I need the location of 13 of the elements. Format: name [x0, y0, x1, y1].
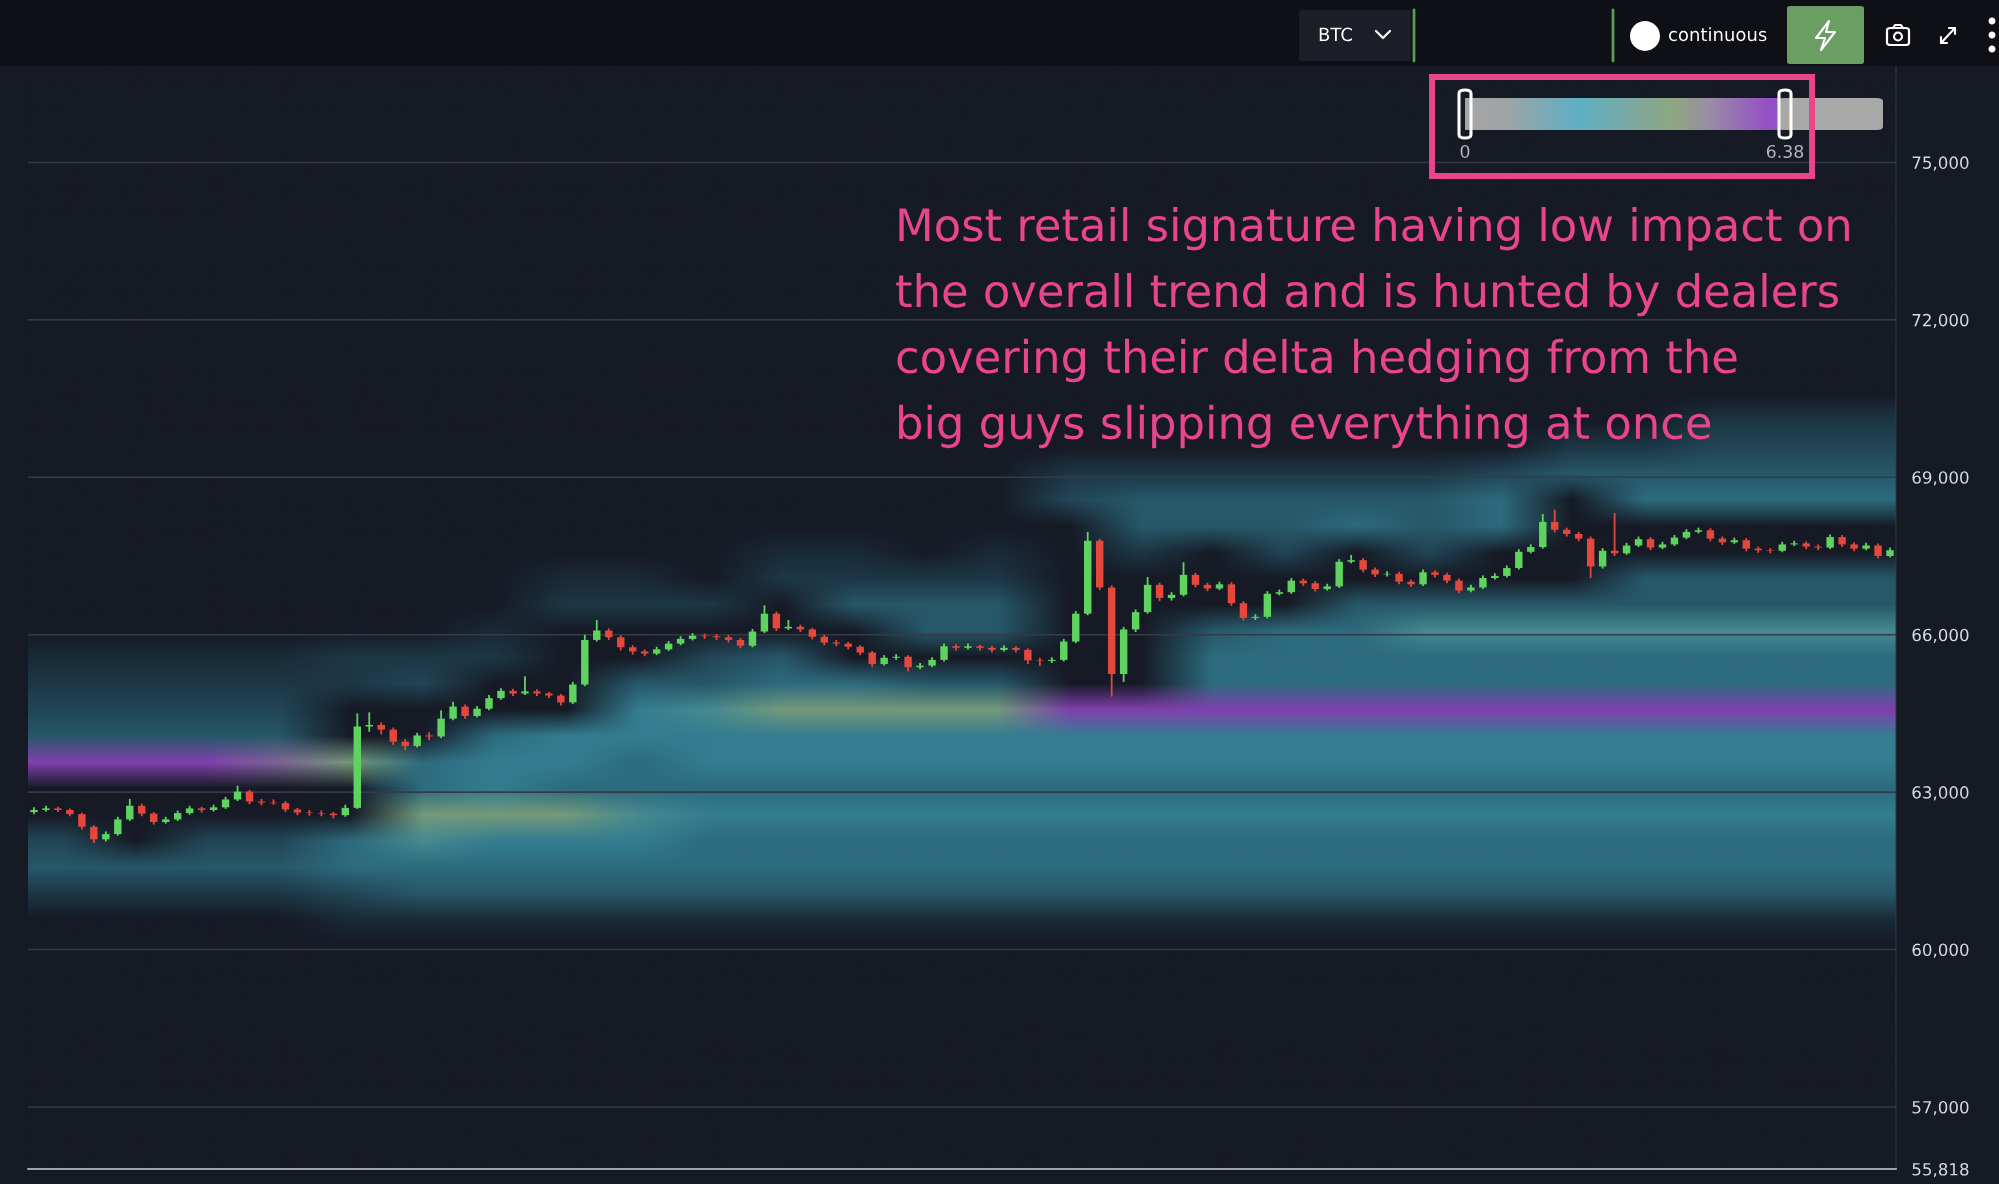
annotation: 6.38: [1766, 144, 1804, 159]
y-tick-label: 55,818: [1912, 1162, 1969, 1178]
y-tick-label: 69,000: [1912, 471, 1969, 486]
text: BTC: [1319, 27, 1352, 42]
y-tick-label: 75,000: [1912, 156, 1969, 171]
text: continuous: [1669, 27, 1767, 42]
y-tick-label: 60,000: [1912, 943, 1969, 958]
y-tick-label: 57,000: [1912, 1100, 1969, 1116]
y-tick-label: 66,000: [1912, 628, 1969, 643]
y-tick-label: 63,000: [1912, 786, 1969, 801]
y-tick-label: 72,000: [1912, 313, 1969, 329]
annotation: Most retail signature having low impact on the overall trend and is hunted by dealers covering their delta hedging from the big guys slipping everything at once: [896, 207, 1849, 449]
annotation: 0: [1460, 144, 1470, 159]
